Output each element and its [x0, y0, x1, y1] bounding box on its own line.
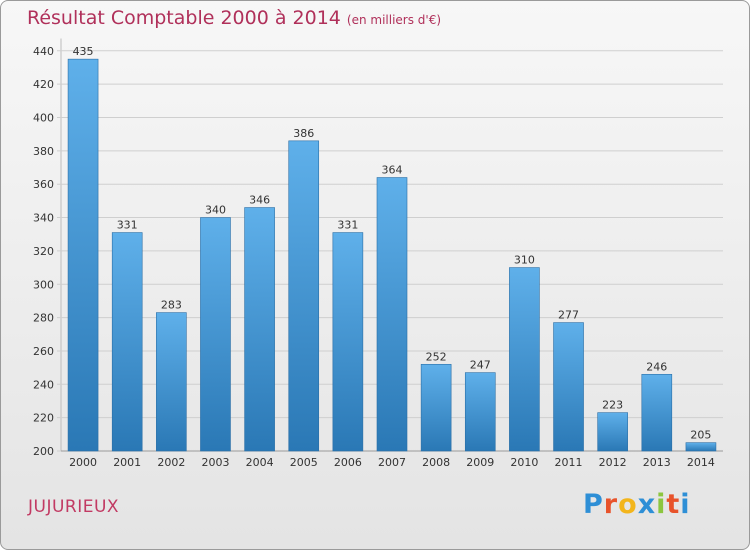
x-tick-label-2000: 2000 [69, 456, 97, 469]
value-label-2001: 331 [117, 219, 138, 232]
bar-2004 [244, 207, 275, 452]
y-tick-label: 400 [33, 112, 54, 125]
value-label-2012: 223 [602, 399, 623, 412]
value-label-2011: 277 [558, 309, 579, 322]
y-tick-label: 200 [33, 445, 54, 458]
bar-2008 [420, 363, 452, 452]
value-label-2000: 435 [73, 45, 94, 58]
bar-2002 [156, 312, 187, 452]
value-label-2010: 310 [514, 254, 535, 267]
value-label-2009: 247 [470, 359, 491, 372]
chart-title: Résultat Comptable 2000 à 2014 (en millie… [27, 7, 441, 29]
x-tick-label-2003: 2003 [201, 456, 229, 469]
logo-letter: x [637, 489, 657, 520]
bars [67, 58, 717, 452]
bar-2011 [553, 322, 584, 452]
bar-2007 [376, 177, 408, 452]
value-label-2007: 364 [382, 164, 403, 177]
logo-letter: i [680, 489, 691, 520]
commune-name: JUJURIEUX [28, 497, 120, 517]
y-tick-label: 280 [33, 312, 54, 325]
y-tick-label: 340 [33, 212, 54, 225]
value-label-2004: 346 [249, 194, 270, 207]
proxiti-logo: Proxiti [583, 489, 691, 520]
logo-letter: o [618, 489, 638, 520]
x-tick-label-2010: 2010 [510, 456, 538, 469]
bar-2012 [597, 412, 628, 452]
value-label-2013: 246 [646, 360, 667, 373]
y-tick-label: 220 [33, 412, 54, 425]
y-tick-label: 360 [33, 178, 54, 191]
bar-2005 [288, 140, 320, 452]
x-tick-label-2005: 2005 [290, 456, 318, 469]
x-tick-label-2004: 2004 [246, 456, 274, 469]
logo-letter: P [583, 489, 604, 520]
y-tick-label: 420 [33, 78, 54, 91]
y-tick-label: 300 [33, 278, 54, 291]
logo-letter: i [656, 489, 667, 520]
x-tick-label-2001: 2001 [113, 456, 141, 469]
x-tick-label-2002: 2002 [157, 456, 185, 469]
bar-2000 [67, 58, 99, 452]
y-tick-label: 240 [33, 378, 54, 391]
x-tick-label-2007: 2007 [378, 456, 406, 469]
x-tick-label-2008: 2008 [422, 456, 450, 469]
x-tick-label-2013: 2013 [643, 456, 671, 469]
x-tick-label-2014: 2014 [687, 456, 715, 469]
chart-title-text: Résultat Comptable 2000 à 2014 [27, 7, 341, 29]
x-tick-label-2009: 2009 [466, 456, 494, 469]
unit-note: (en milliers d'€) [346, 13, 442, 27]
value-label-2005: 386 [293, 127, 314, 140]
logo-letter: r [603, 489, 619, 520]
value-label-2014: 205 [690, 429, 711, 442]
value-label-2008: 252 [426, 350, 447, 363]
y-tick-label: 320 [33, 245, 54, 258]
bar-2006 [332, 232, 364, 452]
bar-2013 [641, 373, 673, 452]
value-label-2002: 283 [161, 299, 182, 312]
x-tick-label-2006: 2006 [334, 456, 362, 469]
bar-2009 [464, 372, 496, 452]
bar-2010 [509, 267, 540, 452]
x-tick-label-2012: 2012 [599, 456, 627, 469]
labels: 200 220 240 260 280 300 320 340 360 380 400 420 440 4… [33, 45, 715, 469]
y-tick-label: 440 [33, 45, 54, 58]
value-label-2003: 340 [205, 204, 226, 217]
bar-2001 [111, 232, 143, 452]
logo-letter: t [666, 489, 681, 520]
bar-2014 [685, 442, 717, 452]
y-tick-label: 380 [33, 145, 54, 158]
y-tick-label: 260 [33, 345, 54, 358]
x-tick-label-2011: 2011 [555, 456, 583, 469]
bar-2003 [200, 217, 231, 452]
value-label-2006: 331 [337, 219, 358, 232]
